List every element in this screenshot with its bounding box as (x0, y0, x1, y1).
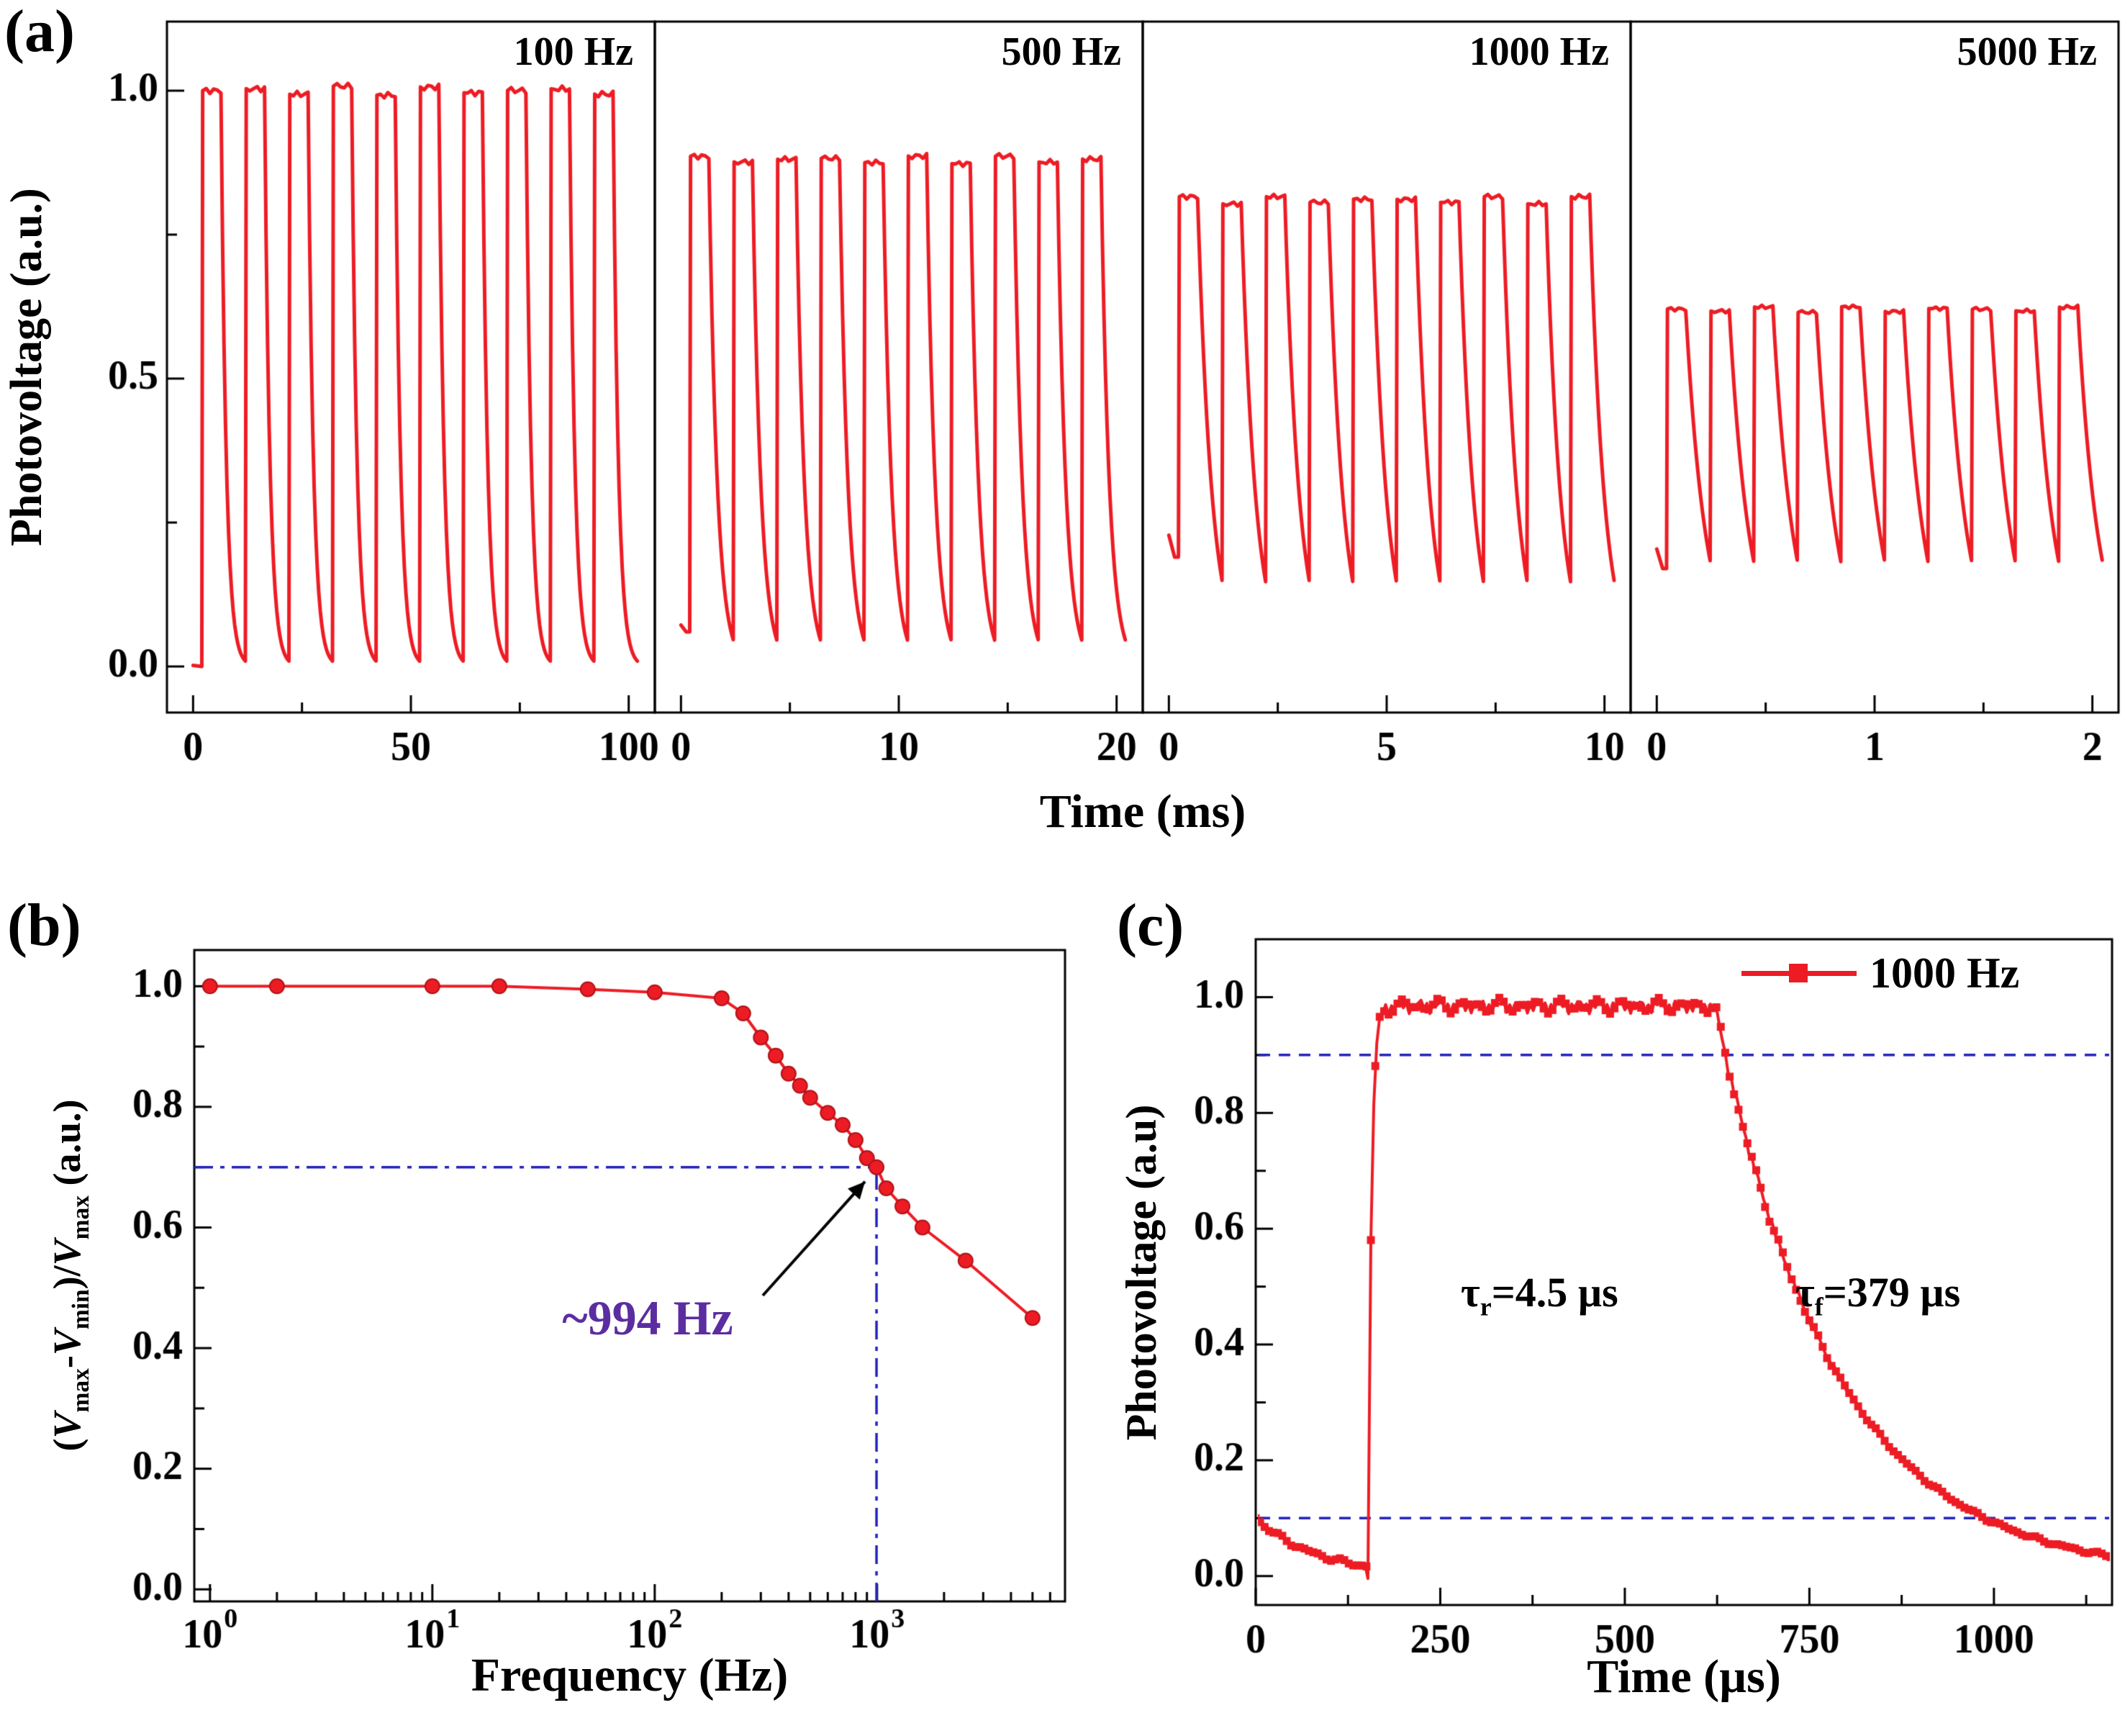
panel-b-letter: (b) (7, 892, 81, 959)
tau-rise-annotation: τr=4.5 µs (1461, 1269, 1618, 1321)
panel-b-x-axis-label: Frequency (Hz) (471, 1649, 789, 1701)
panel-a-frequency-label-100hz: 100 Hz (513, 30, 633, 74)
panel-a-letter: (a) (4, 0, 75, 65)
panel-c-x-axis-label: Time (µs) (1587, 1650, 1781, 1703)
panel-c-plot-canvas (1101, 892, 2125, 1736)
panel-a-frequency-label-5000hz: 5000 Hz (1957, 30, 2097, 74)
panel-c-legend-label: 1000 Hz (1870, 949, 2020, 997)
panel-b-y-axis-label: (Vmax-Vmin)/Vmax (a.u.) (45, 1099, 94, 1452)
panel-b-plot-canvas (0, 892, 1094, 1736)
panel-c-legend: 1000 Hz (1741, 949, 2019, 998)
legend-line-marker-icon (1741, 964, 1857, 982)
panel-c-letter: (c) (1117, 892, 1184, 959)
panel-a-frequency-label-1000hz: 1000 Hz (1469, 30, 1609, 74)
panel-a-plot-canvas (0, 0, 2125, 856)
panel-a-frequency-label-500hz: 500 Hz (1001, 30, 1121, 74)
panel-a-y-axis-label: Photovoltage (a.u.) (2, 188, 51, 546)
panel-b-cutoff-annotation: ~994 Hz (562, 1290, 733, 1345)
tau-fall-annotation: τf=379 µs (1795, 1269, 1961, 1321)
panel-a-x-axis-label: Time (ms) (1039, 785, 1246, 838)
panel-c-y-axis-label: Photovoltage (a.u) (1118, 1104, 1165, 1441)
